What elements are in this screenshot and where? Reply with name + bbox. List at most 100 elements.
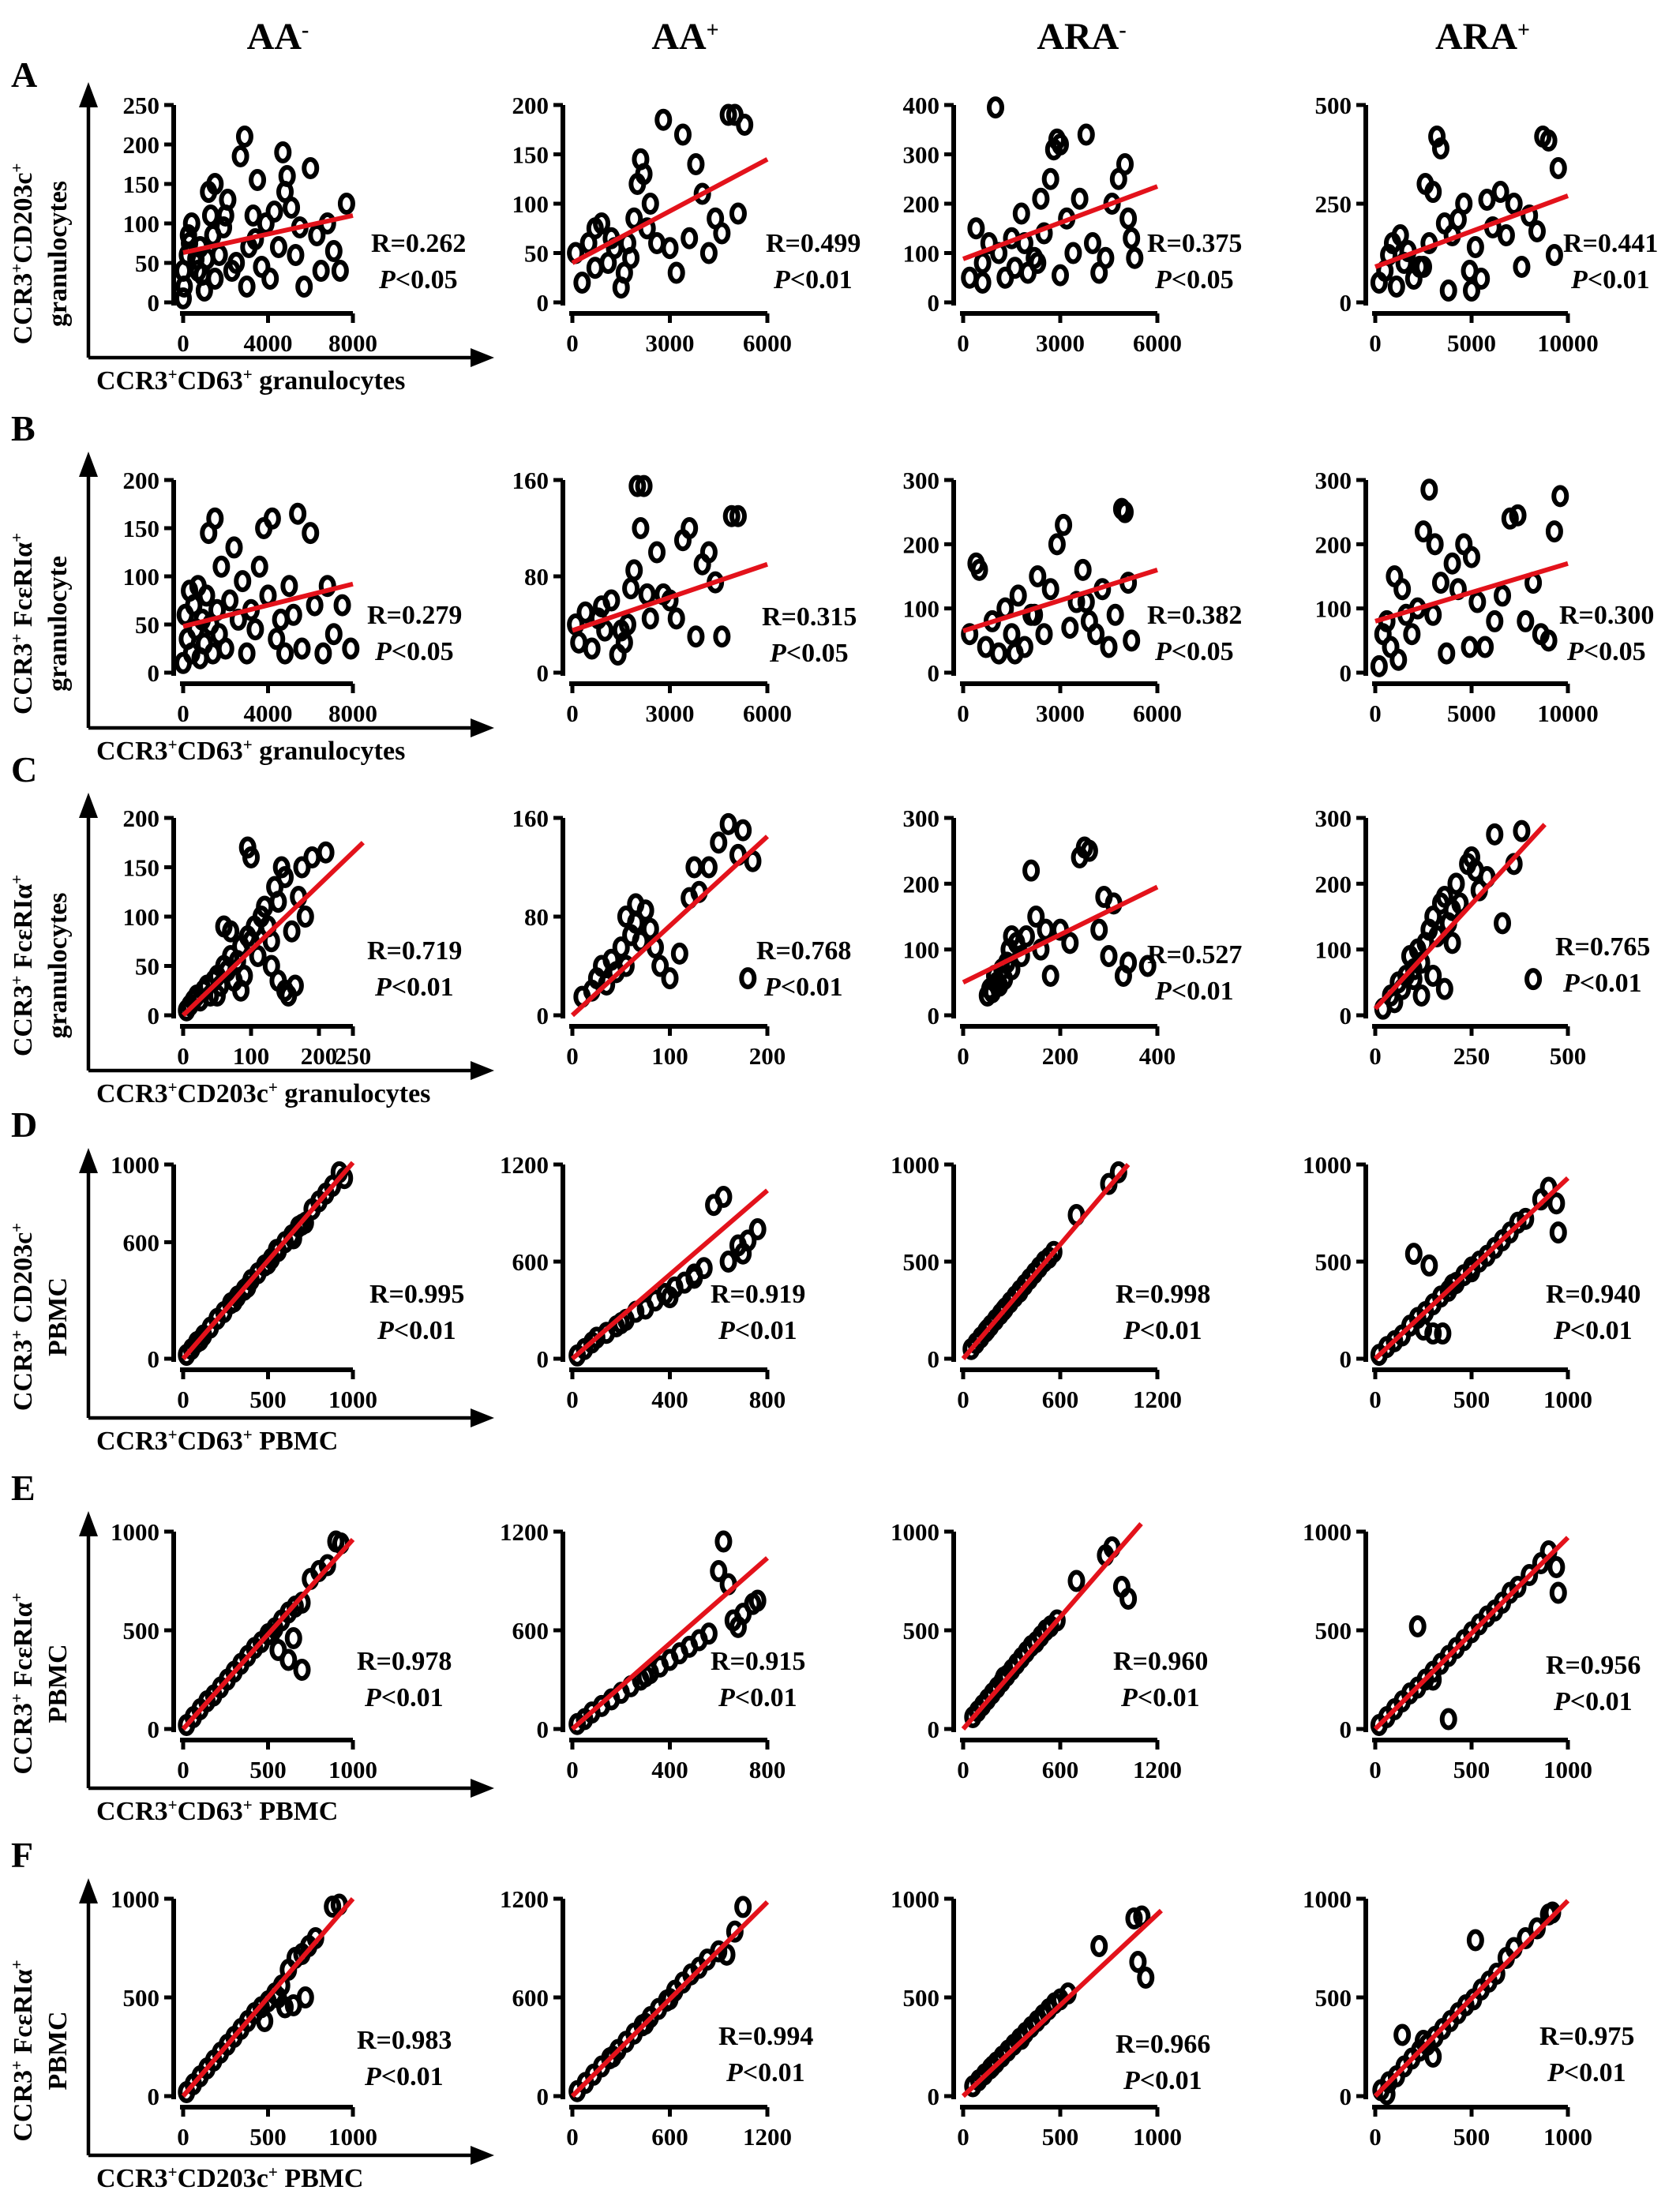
y-tick-label: 1000 [111, 1885, 159, 1913]
y-tick-label: 1200 [500, 1151, 549, 1179]
data-point [293, 1213, 311, 1236]
data-point [263, 507, 281, 530]
x-tick-label: 250 [335, 1042, 372, 1070]
p-symbol: P [1547, 2058, 1564, 2087]
y-tick-label: 150 [123, 171, 160, 198]
data-point [293, 637, 311, 660]
x-tick-label: 600 [651, 2123, 688, 2151]
y-axis-title-part: + [7, 875, 26, 884]
data-point [1513, 256, 1531, 278]
scatter-panel-B-2: 0 80 160 0 3000 6000 R=0.315 P<0.05 [512, 467, 857, 727]
data-point [1041, 965, 1059, 987]
x-tick-label: 200 [1042, 1042, 1079, 1070]
data-point [1389, 648, 1408, 671]
y-tick-label: 150 [123, 515, 160, 542]
x-tick-label: 400 [1139, 1042, 1176, 1070]
data-point [617, 954, 635, 977]
p-symbol: P [1566, 637, 1584, 666]
y-tick-label: 0 [537, 1345, 549, 1373]
data-point [734, 819, 752, 842]
data-point [318, 575, 336, 598]
data-point [661, 1286, 679, 1309]
y-tick-label: 1200 [500, 1518, 549, 1546]
regression-line [571, 1556, 769, 1731]
data-point [641, 607, 659, 630]
scatter-panel-A-1: 0 50 100 150 200 250 0 4000 8000 R=0.262 P<0.05 [123, 92, 467, 357]
data-point [1434, 1322, 1452, 1345]
x-tick-label: 100 [233, 1042, 270, 1070]
data-point [1052, 264, 1069, 287]
x-axis-title: CCR3+CD63+ granulocytes [96, 365, 405, 396]
x-tick-label: 0 [566, 1386, 579, 1413]
y-tick-label: 0 [148, 2083, 160, 2110]
y-tick-label: 600 [512, 1617, 549, 1645]
p-symbol: P [1120, 1683, 1138, 1712]
y-tick-label: 0 [928, 289, 940, 317]
x-axis-title-part: CCR3 [96, 1427, 168, 1456]
data-point [175, 276, 193, 298]
correlation-p: P<0.01 [364, 1683, 444, 1712]
data-point [635, 163, 653, 186]
data-point [232, 979, 250, 1002]
y-axis-title-line: CCR3+ FcεRIα+ [7, 1592, 38, 1774]
p-value: <0.05 [786, 639, 849, 668]
x-tick-label: 1200 [1133, 1386, 1182, 1413]
data-point [1443, 1273, 1461, 1296]
y-axis-title-part: + [7, 1693, 26, 1703]
data-point [1478, 189, 1496, 211]
data-point [1431, 137, 1449, 159]
data-point [293, 1659, 311, 1681]
y-tick-label: 0 [1340, 1002, 1352, 1029]
data-point [1116, 153, 1134, 175]
frame-x-arrowhead [471, 1779, 494, 1798]
x-tick-label: 1000 [328, 2123, 377, 2151]
x-tick-label: 0 [566, 2123, 579, 2151]
data-point [1011, 1281, 1029, 1303]
p-symbol: P [1154, 637, 1172, 666]
data-point [1539, 129, 1558, 152]
scatter-panel-E-3: 0 500 1000 0 600 1200 R=0.960 P<0.01 [891, 1518, 1208, 1783]
x-tick-label: 0 [177, 699, 189, 727]
frame-x-arrowhead [471, 2146, 494, 2165]
data-point [729, 1615, 747, 1638]
data-point [1447, 872, 1465, 895]
data-point [1041, 167, 1059, 190]
data-point [1095, 886, 1113, 908]
p-symbol: P [1154, 265, 1172, 294]
data-point [719, 1251, 737, 1273]
data-point [593, 212, 611, 234]
x-axis-title-part: CCR3 [96, 1079, 168, 1108]
data-point [225, 1290, 243, 1313]
data-point [1119, 951, 1138, 974]
data-point [1461, 636, 1479, 658]
correlation-p: P<0.01 [726, 2058, 805, 2087]
data-point [1549, 1581, 1567, 1604]
data-point [628, 474, 647, 497]
data-point [302, 157, 320, 179]
panel-letter: D [11, 1104, 37, 1145]
y-tick-label: 100 [123, 563, 160, 591]
data-point [625, 207, 643, 230]
y-axis-title-line: PBMC [43, 1644, 73, 1723]
scatter-panel-E-1: 0 500 1000 0 500 1000 R=0.978 P<0.01 [111, 1518, 452, 1783]
data-point [182, 642, 201, 665]
data-point [661, 237, 679, 260]
data-point [206, 268, 224, 290]
data-point [1545, 520, 1563, 543]
correlation-p: P<0.01 [1562, 969, 1642, 998]
data-point [231, 145, 249, 167]
data-point [583, 637, 601, 660]
data-point [1443, 552, 1461, 575]
y-axis-title-part: + [7, 163, 26, 173]
data-point [636, 2012, 654, 2035]
y-axis-title-part: CCR3 [9, 273, 38, 345]
y-tick-label: 500 [1315, 1248, 1352, 1276]
correlation-r: R=0.375 [1147, 229, 1242, 258]
data-point [1393, 578, 1412, 601]
x-tick-label: 1000 [1543, 1386, 1592, 1413]
data-point [970, 558, 988, 581]
data-point [1074, 558, 1092, 581]
